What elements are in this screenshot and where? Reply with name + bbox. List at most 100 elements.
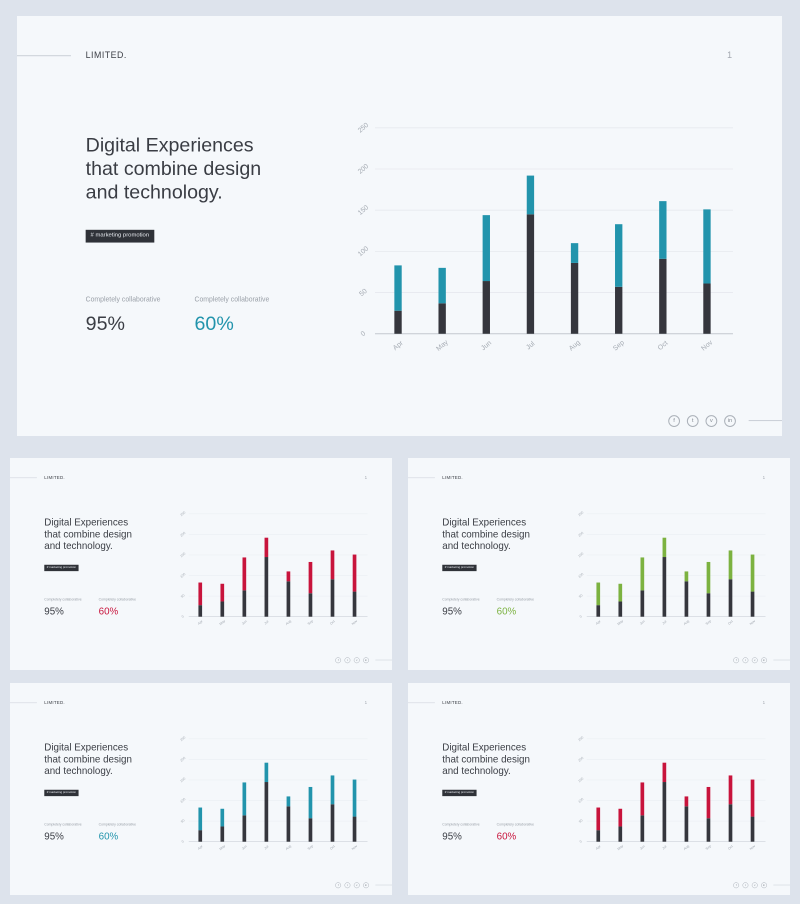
y-tick-label: 0 — [579, 839, 583, 843]
bar-segment-base — [706, 818, 711, 842]
bar-segment-accent — [662, 762, 667, 783]
bar-segment-accent — [438, 267, 446, 304]
bar-segment-accent — [640, 557, 645, 591]
y-tick-label: 0 — [181, 614, 185, 618]
brand-logo: LIMITED. — [44, 700, 65, 706]
slide-content: LIMITED. 1 Digital Experiences that comb… — [17, 16, 782, 436]
bar-segment-base — [728, 579, 733, 617]
stat-value-accent: 60% — [496, 606, 517, 618]
y-tick-label: 200 — [179, 531, 186, 538]
headline-line: that combine design — [44, 754, 132, 765]
linkedin-icon[interactable]: in — [761, 882, 767, 889]
stat-value: 95% — [44, 606, 64, 618]
x-tick-label: Jun — [639, 619, 646, 626]
bar-segment-accent — [684, 571, 689, 582]
x-tick-label: Jul — [263, 844, 269, 850]
x-tick-label: Oct — [657, 340, 670, 352]
bar-segment-accent — [264, 537, 269, 558]
bar-segment-base — [615, 286, 623, 334]
bar-segment-base — [640, 590, 645, 617]
twitter-icon[interactable]: t — [344, 657, 351, 664]
headline-line: that combine design — [442, 754, 530, 765]
headline-line: and technology. — [44, 765, 113, 777]
vimeo-icon[interactable]: v — [705, 415, 718, 427]
facebook-icon[interactable]: f — [733, 657, 740, 664]
page-number: 1 — [727, 50, 732, 61]
stat-label: Completely collaborative — [98, 598, 136, 602]
vimeo-icon[interactable]: v — [353, 882, 360, 889]
stat-label: Completely collaborative — [85, 296, 161, 304]
facebook-icon[interactable]: f — [733, 882, 740, 889]
bar-segment-accent — [662, 537, 667, 558]
bar-segment-accent — [618, 583, 623, 602]
linkedin-icon[interactable]: in — [363, 657, 369, 664]
stat-value-accent: 60% — [98, 606, 119, 618]
bar-segment-base — [482, 281, 490, 334]
bar-segment-base — [394, 310, 402, 334]
x-tick-label: Apr — [197, 844, 204, 851]
linkedin-icon[interactable]: in — [363, 882, 369, 889]
stat-label: Completely collaborative — [442, 598, 480, 602]
headline-line: Digital Experiences — [44, 742, 129, 754]
x-tick-label: May — [617, 619, 625, 626]
facebook-icon[interactable]: f — [335, 882, 342, 889]
bar-segment-base — [242, 590, 247, 617]
facebook-icon[interactable]: f — [335, 657, 342, 664]
twitter-icon[interactable]: t — [742, 657, 749, 664]
bar-segment-base — [596, 830, 601, 842]
stat-label: Completely collaborative — [44, 823, 82, 827]
vimeo-icon[interactable]: v — [751, 657, 758, 664]
vimeo-icon[interactable]: v — [751, 882, 758, 889]
x-tick-label: Apr — [595, 619, 602, 626]
bar-segment-base — [352, 591, 357, 617]
bar-segment-accent — [703, 209, 711, 284]
x-tick-label: Apr — [197, 619, 204, 626]
bar-segment-accent — [615, 224, 623, 287]
twitter-icon[interactable]: t — [742, 882, 749, 889]
bar-segment-accent — [750, 779, 755, 817]
bar-segment-accent — [728, 775, 733, 805]
x-tick-label: Oct — [329, 619, 336, 626]
footer-rule — [748, 420, 782, 422]
y-tick-label: 200 — [357, 163, 370, 176]
bar-segment-base — [308, 593, 313, 617]
bar-segment-base — [352, 816, 357, 842]
stat-value: 95% — [85, 313, 125, 335]
y-tick-label: 50 — [578, 593, 584, 599]
slide-content: LIMITED. 1 Digital Experiences that comb… — [10, 458, 392, 669]
stacked-bar-chart: 0 50 100 150 200 250 Apr May Jun Jul Aug Sep Oct Nov — [179, 735, 368, 851]
x-tick-label: May — [617, 844, 625, 851]
linkedin-icon[interactable]: in — [724, 415, 736, 427]
y-tick-label: 200 — [577, 756, 584, 763]
bar-segment-accent — [286, 796, 291, 807]
bar-segment-base — [728, 804, 733, 842]
linkedin-icon[interactable]: in — [761, 657, 767, 664]
slide: LIMITED. 1 Digital Experiences that comb… — [10, 458, 392, 670]
bar-segment-base — [662, 557, 667, 617]
slide-content: LIMITED. 1 Digital Experiences that comb… — [408, 683, 790, 894]
page-number: 1 — [364, 700, 368, 706]
headline: Digital Experiences that combine design … — [442, 742, 555, 777]
headline-line: that combine design — [442, 529, 530, 540]
stat-value: 95% — [442, 606, 462, 618]
x-tick-label: Aug — [683, 619, 690, 626]
bar-segment-base — [750, 816, 755, 842]
twitter-icon[interactable]: t — [344, 882, 351, 889]
x-tick-label: Aug — [285, 619, 292, 626]
x-tick-label: Aug — [568, 339, 582, 352]
y-tick-label: 0 — [181, 839, 185, 843]
bar-segment-accent — [352, 779, 357, 817]
y-tick-label: 150 — [357, 204, 370, 217]
x-tick-label: May — [219, 619, 227, 626]
page-number: 1 — [762, 700, 766, 706]
y-tick-label: 200 — [179, 756, 186, 763]
y-tick-label: 250 — [179, 510, 186, 517]
headline-line: and technology. — [44, 540, 113, 552]
vimeo-icon[interactable]: v — [353, 657, 360, 664]
twitter-icon[interactable]: t — [686, 415, 699, 427]
bar-segment-accent — [308, 786, 313, 819]
facebook-icon[interactable]: f — [668, 415, 680, 427]
bar-segment-base — [330, 804, 335, 842]
bar-segment-accent — [684, 796, 689, 807]
stat-value-accent: 60% — [496, 831, 517, 843]
